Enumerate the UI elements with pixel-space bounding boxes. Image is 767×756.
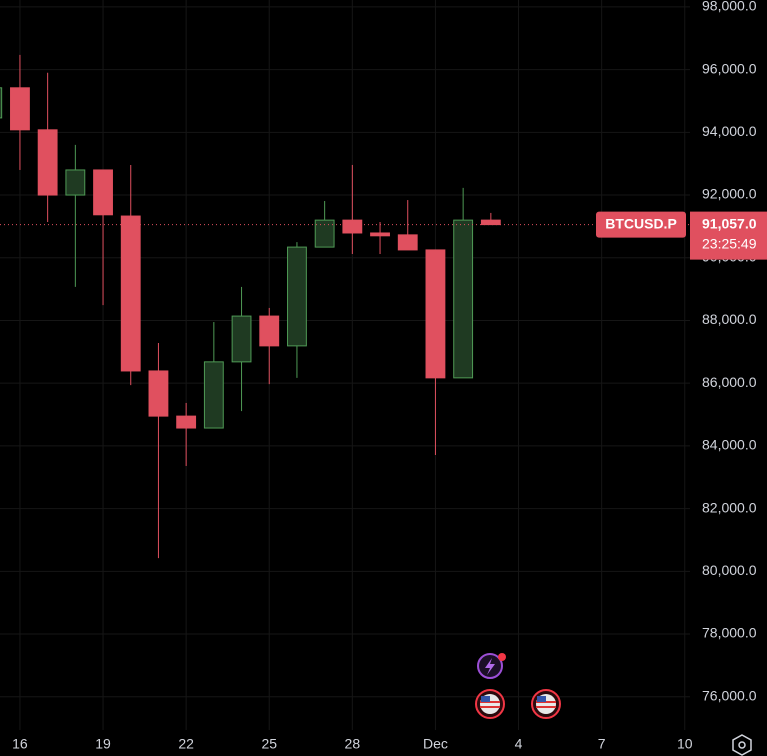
- candle-body: [0, 87, 3, 119]
- candle-body: [37, 129, 58, 196]
- candle-body: [453, 219, 474, 379]
- x-tick-label: Dec: [423, 736, 448, 752]
- y-tick-label: 92,000.0: [702, 186, 757, 202]
- flag-icon[interactable]: [531, 689, 561, 719]
- candle-body: [425, 249, 446, 379]
- x-tick-label: 4: [515, 736, 523, 752]
- x-tick-label: 19: [95, 736, 111, 752]
- y-tick-label: 84,000.0: [702, 437, 757, 453]
- x-tick-label: 7: [598, 736, 606, 752]
- candle-body: [259, 315, 280, 347]
- event-icon[interactable]: [477, 653, 506, 679]
- y-tick-label: 82,000.0: [702, 499, 757, 515]
- candle-body: [65, 169, 86, 196]
- x-tick-label: 22: [178, 736, 194, 752]
- y-tick-label: 78,000.0: [702, 625, 757, 641]
- x-tick-label: 25: [261, 736, 277, 752]
- countdown-label: 23:25:49: [702, 235, 757, 251]
- x-tick-label: 10: [677, 736, 693, 752]
- candle-body: [93, 169, 113, 216]
- candle-body: [480, 219, 501, 226]
- candle-body: [148, 370, 169, 417]
- candle-body: [342, 219, 363, 234]
- candle-body: [203, 361, 224, 429]
- candle-body: [176, 415, 197, 429]
- y-tick-label: 98,000.0: [702, 0, 757, 14]
- y-tick-label: 88,000.0: [702, 311, 757, 327]
- y-tick-label: 94,000.0: [702, 123, 757, 139]
- candle-body: [370, 232, 390, 237]
- last-price-label: 91,057.0: [702, 215, 757, 231]
- settings-button[interactable]: [732, 734, 752, 756]
- symbol-label: BTCUSD.P: [605, 215, 677, 231]
- candles: [0, 54, 501, 559]
- symbol-tag: [596, 211, 686, 238]
- candle-body: [10, 87, 30, 131]
- y-tick-label: 86,000.0: [702, 374, 757, 390]
- y-tick-label: 80,000.0: [702, 562, 757, 578]
- price-tag: [690, 211, 767, 260]
- x-tick-label: 16: [12, 736, 28, 752]
- y-tick-label: 96,000.0: [702, 60, 757, 76]
- y-tick-label: 76,000.0: [702, 687, 757, 703]
- candle-body: [120, 215, 141, 372]
- candle-body: [231, 315, 252, 363]
- candle-body: [287, 246, 307, 347]
- x-tick-label: 28: [345, 736, 361, 752]
- candle-body: [314, 219, 335, 248]
- flag-icon[interactable]: [475, 689, 505, 719]
- candle-body: [397, 234, 418, 251]
